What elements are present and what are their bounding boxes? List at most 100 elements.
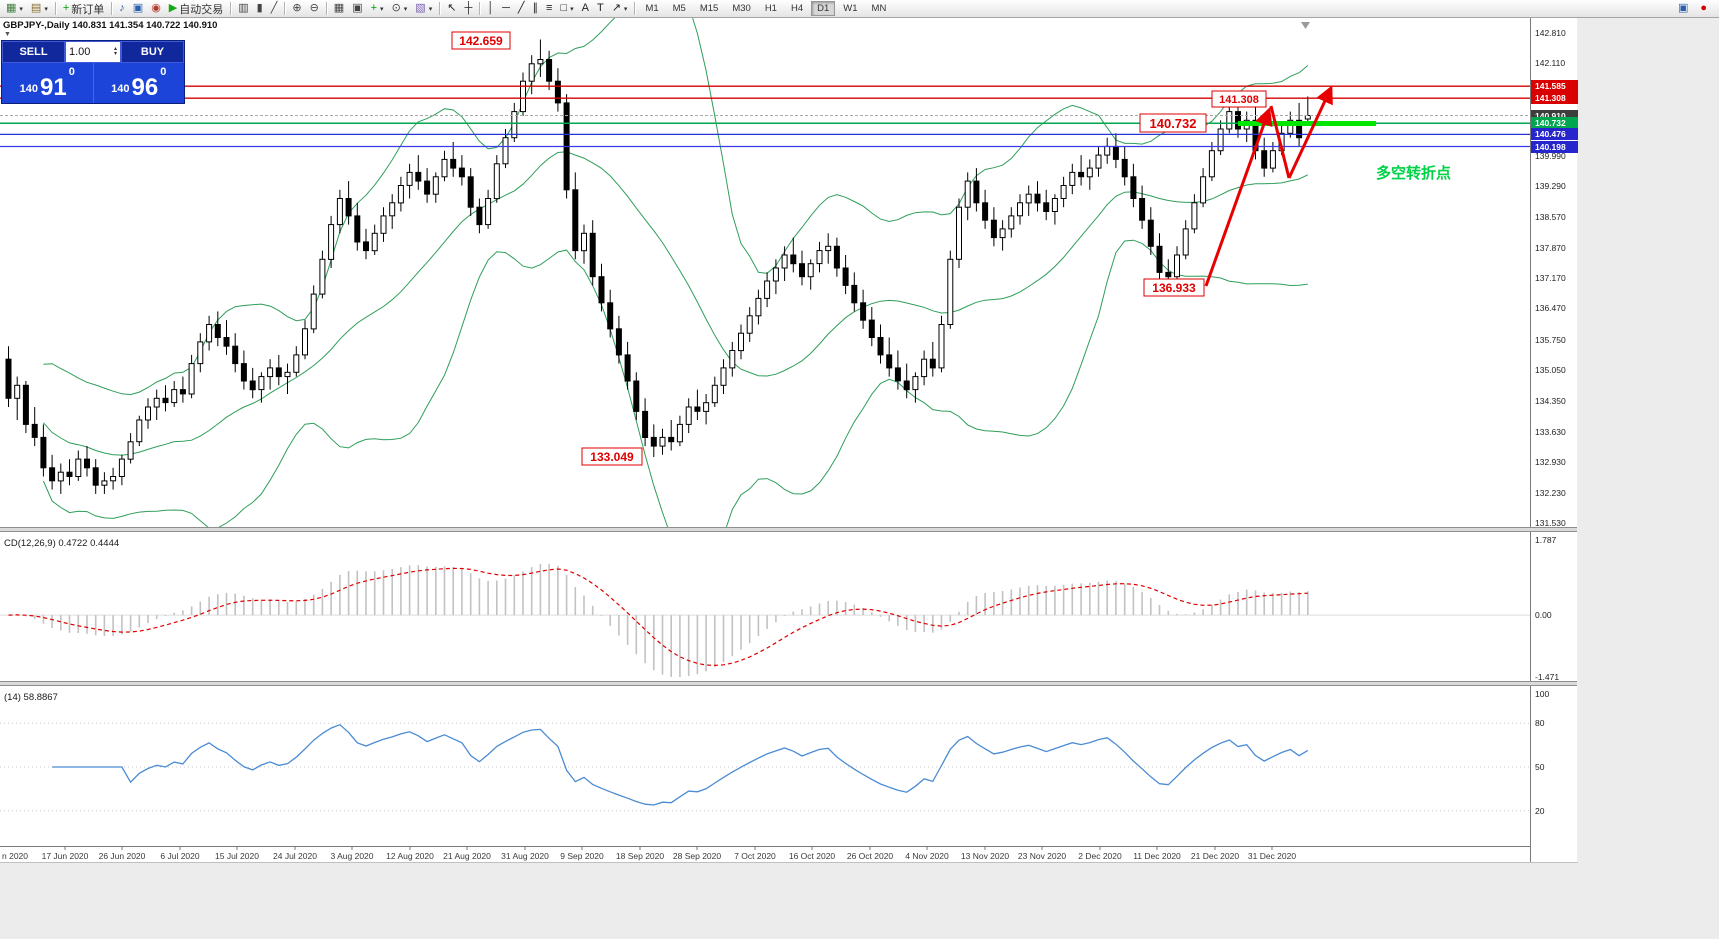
price-annotation[interactable]: 141.308 [1211, 90, 1267, 108]
new-chart-icon[interactable]: ▦ ▾ [6, 2, 23, 14]
one-click-collapse-icon[interactable]: ▼ [4, 31, 11, 38]
svg-text:140.732: 140.732 [1150, 116, 1197, 131]
sell-button[interactable]: SELL [2, 41, 65, 63]
auto-trading-button[interactable]: ▶ 自动交易 [168, 2, 224, 16]
note-text[interactable]: 多空转折点 [1376, 164, 1451, 182]
zoom-out-icon[interactable]: ⊖ [306, 1, 323, 17]
zoom-in-icon[interactable]: ⊕ [288, 1, 305, 17]
cursor-icon[interactable]: ↖ [443, 1, 460, 17]
sell-price[interactable]: 140 91 0 [2, 63, 94, 103]
volume-spinner[interactable]: ▴ ▾ [113, 46, 117, 57]
price-scale[interactable]: 142.810 142.110 139.990 139.290 138.570 137.8… [1530, 18, 1578, 862]
rsi-indicator-canvas[interactable]: (14) 58.8867 [0, 686, 1530, 846]
vertical-line-icon: │ [487, 2, 495, 14]
trendline-icon: ╱ [517, 2, 525, 14]
panel-splitter[interactable] [0, 681, 1577, 686]
notifications-icon[interactable]: ● [1700, 2, 1707, 14]
line-chart-icon[interactable]: ╱ [267, 1, 282, 17]
spin-up-icon[interactable]: ▴ [113, 46, 117, 52]
buy-button[interactable]: BUY [121, 41, 184, 63]
mail-icon[interactable]: ▣ [129, 1, 147, 17]
cascade-windows-icon[interactable]: ▣ [348, 1, 366, 17]
price-tick: 135.750 [1535, 334, 1566, 345]
price-annotation[interactable]: 136.933 [1143, 278, 1205, 297]
timeframe-m1-button[interactable]: M1 [645, 3, 659, 14]
toolbar-separator [634, 2, 636, 15]
trend-arrows[interactable] [1204, 85, 1333, 287]
timeframe-m30-button[interactable]: M30 [732, 3, 751, 14]
tile-windows-icon[interactable]: ▦ [330, 1, 348, 17]
channel-icon[interactable]: ∥ [529, 1, 543, 17]
label-icon[interactable]: T [593, 1, 608, 17]
green-support-segment[interactable] [1238, 121, 1376, 126]
templates-icon[interactable]: ▧ ▾ [415, 2, 433, 14]
price-annotation[interactable]: 133.049 [581, 447, 643, 466]
chat-icon[interactable]: ▣ [1677, 2, 1689, 14]
zoom-out-icon: ⊖ [309, 2, 319, 14]
text-icon[interactable]: A [578, 1, 593, 17]
fibonacci-icon[interactable]: ≡ [542, 1, 556, 17]
spin-down-icon[interactable]: ▾ [113, 51, 117, 57]
time-axis[interactable]: n 2020 17 Jun 2020 26 Jun 2020 6 Jul 2020 15… [0, 846, 1530, 862]
main-chart-canvas[interactable]: 142.659 141.308 140.732 136.933 133.049 多空转折点 [0, 18, 1530, 527]
trendline-icon[interactable]: ╱ [514, 1, 529, 17]
svg-text:2 Dec 2020: 2 Dec 2020 [1078, 851, 1122, 861]
periods-icon: ⊙ [391, 2, 401, 14]
new-order-button[interactable]: + 新订单 [62, 2, 105, 16]
timeframe-d1-button[interactable]: D1 [811, 1, 836, 16]
indicators-icon[interactable]: + ▾ [370, 2, 384, 14]
bollinger-bands[interactable] [42, 18, 1309, 527]
toolbar-separator [284, 2, 286, 15]
chart-shift-marker[interactable] [1301, 22, 1310, 29]
timeframe-w1-button[interactable]: W1 [843, 3, 858, 14]
sell-price-whole: 140 [19, 83, 39, 95]
horizontal-line-icon[interactable]: ─ [498, 1, 514, 17]
alerts-icon: ♪ [119, 2, 125, 14]
mail-icon: ▣ [132, 2, 144, 14]
buy-price[interactable]: 140 96 0 [94, 63, 185, 103]
arrows-icon[interactable]: ↗ ▾ [611, 2, 628, 14]
price-annotation[interactable]: 142.659 [451, 31, 511, 50]
buy-price-whole: 140 [111, 83, 130, 95]
bar-chart-icon[interactable]: ▥ [234, 1, 252, 17]
cascade-windows-icon: ▣ [352, 2, 363, 14]
text-icon: A [581, 2, 589, 14]
panel-splitter[interactable] [0, 527, 1577, 532]
price-tick: 139.290 [1535, 180, 1566, 191]
svg-text:13 Nov 2020: 13 Nov 2020 [961, 851, 1009, 861]
toolbar-separator [439, 2, 441, 15]
volume-value[interactable]: 1.00 [69, 46, 91, 58]
chart-symbol-ohlc: GBPJPY-,Daily 140.831 141.354 140.722 14… [3, 20, 218, 31]
community-icon[interactable]: ◉ [147, 1, 165, 17]
macd-indicator-canvas[interactable]: CD(12,26,9) 0.4722 0.4444 [0, 532, 1530, 681]
price-annotation[interactable]: 140.732 [1139, 113, 1207, 133]
svg-text:141.308: 141.308 [1219, 94, 1259, 106]
periods-icon[interactable]: ⊙ ▾ [391, 2, 408, 14]
timeframe-h4-button[interactable]: H4 [790, 3, 804, 14]
timeframe-m15-button[interactable]: M15 [699, 3, 719, 14]
timeframe-m5-button[interactable]: M5 [672, 3, 686, 14]
price-badge: 141.585 [1531, 80, 1578, 93]
svg-text:136.933: 136.933 [1152, 281, 1196, 295]
price-tick: 137.170 [1535, 273, 1566, 283]
buy-price-frac: 0 [160, 66, 167, 78]
vertical-line-icon[interactable]: │ [483, 1, 498, 17]
volume-input[interactable]: 1.00 ▴ ▾ [65, 41, 121, 63]
auto-trading-button: ▶ [168, 2, 178, 14]
candles-layer [5, 39, 1311, 494]
candlestick-icon[interactable]: ▮ [253, 1, 267, 17]
shapes-icon[interactable]: □ ▾ [560, 2, 574, 14]
rsi-tick: 80 [1535, 718, 1545, 729]
svg-text:31 Dec 2020: 31 Dec 2020 [1248, 851, 1296, 861]
timeframe-mn-button[interactable]: MN [871, 3, 887, 14]
one-click-trading-panel: SELL 1.00 ▴ ▾ BUY 140 91 0 140 96 0 [1, 40, 185, 104]
svg-text:6 Jul 2020: 6 Jul 2020 [160, 851, 199, 861]
macd-tick: 0.00 [1535, 610, 1552, 621]
price-badge: 140.732 [1531, 117, 1578, 130]
bar-chart-icon: ▥ [238, 2, 249, 14]
crosshair-icon[interactable]: ┼ [460, 1, 476, 17]
price-tick: 132.930 [1535, 457, 1566, 468]
alerts-icon[interactable]: ♪ [115, 1, 129, 17]
profiles-icon[interactable]: ▤ ▾ [30, 2, 48, 14]
timeframe-h1-button[interactable]: H1 [764, 3, 777, 14]
